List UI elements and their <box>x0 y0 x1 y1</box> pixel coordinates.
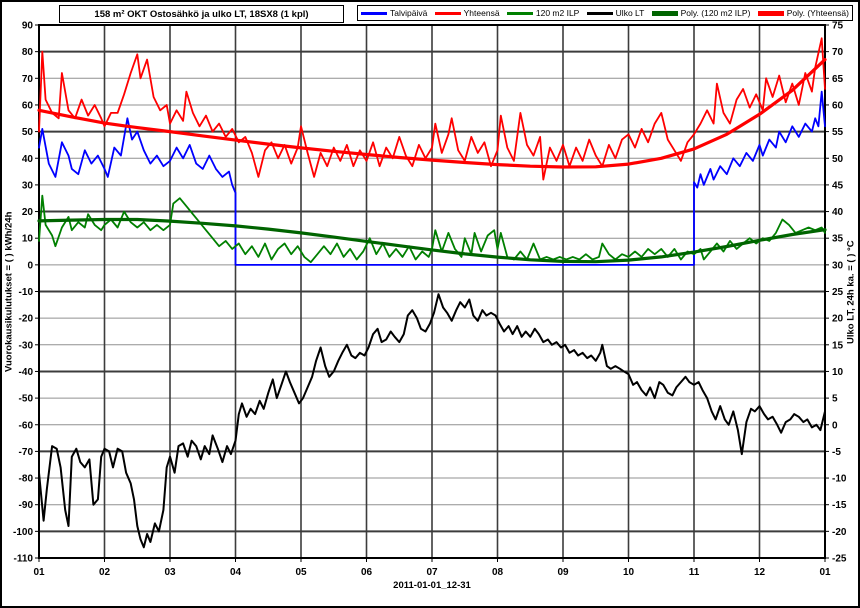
legend-line-swatch <box>586 11 613 15</box>
series-poly-yhteens <box>37 57 827 169</box>
x-tick-label: 09 <box>557 567 569 578</box>
x-tick-label: 06 <box>361 567 373 578</box>
right-tick-label: 60 <box>832 100 844 111</box>
right-tick-label: 20 <box>832 314 844 325</box>
left-tick-label: -80 <box>19 474 34 485</box>
chart-legend: Talvipäivä Yhteensä 120 m2 ILP Ulko LT Poly.… <box>357 5 853 21</box>
x-tick-label: 05 <box>295 567 307 578</box>
x-tick-label: 03 <box>164 567 176 578</box>
left-tick-label: -60 <box>19 420 34 431</box>
x-tick-label: 04 <box>230 567 242 578</box>
left-tick-label: -70 <box>19 447 34 458</box>
right-tick-label: 30 <box>832 260 844 271</box>
left-tick-label: 20 <box>22 207 34 218</box>
right-tick-label: 70 <box>832 47 844 58</box>
x-tick-label: 12 <box>754 567 766 578</box>
legend-item: Talvipäivä <box>361 8 427 18</box>
x-tick-label: 11 <box>689 567 700 578</box>
legend-label: Poly. (Yhteensä) <box>786 8 849 18</box>
legend-item: Ulko LT <box>586 8 645 18</box>
right-tick-label: 40 <box>832 207 844 218</box>
right-tick-label: -20 <box>832 527 847 538</box>
legend-label: Ulko LT <box>615 8 645 18</box>
left-tick-label: -30 <box>19 340 34 351</box>
left-tick-label: 70 <box>22 74 34 85</box>
x-tick-label: 10 <box>623 567 635 578</box>
series-poly-120-m2-ilp <box>37 217 827 264</box>
right-tick-label: 75 <box>832 21 844 32</box>
legend-item: 120 m2 ILP <box>506 8 580 18</box>
left-tick-label: 10 <box>22 234 34 245</box>
left-tick-label: 60 <box>22 100 34 111</box>
x-tick-label: 07 <box>426 567 438 578</box>
x-tick-label: 01 <box>819 567 831 578</box>
right-tick-label: -5 <box>832 447 841 458</box>
left-tick-label: -110 <box>14 554 34 565</box>
left-tick-label: -10 <box>19 287 34 298</box>
right-tick-label: -15 <box>832 500 847 511</box>
right-tick-label: 65 <box>832 74 844 85</box>
left-axis-title: Vuorokausikulutukset = ( ) kWh/24h <box>3 211 15 373</box>
right-tick-label: 25 <box>832 287 844 298</box>
left-tick-label: 0 <box>27 260 33 271</box>
chart-title: 158 m² OKT Ostosähkö ja ulko LT, 18SX8 (… <box>59 5 344 23</box>
right-tick-label: 50 <box>832 154 844 165</box>
legend-label: Poly. (120 m2 ILP) <box>680 8 751 18</box>
legend-line-swatch <box>757 10 784 16</box>
legend-label: 120 m2 ILP <box>535 8 580 18</box>
left-tick-label: -50 <box>19 394 34 405</box>
right-tick-label: 45 <box>832 180 844 191</box>
right-tick-label: 0 <box>832 420 838 431</box>
legend-item: Yhteensä <box>434 8 500 18</box>
left-tick-label: -20 <box>19 314 34 325</box>
series-yhteens <box>38 37 826 181</box>
legend-item: Poly. (120 m2 ILP) <box>651 8 751 18</box>
legend-label: Talvipäivä <box>390 8 428 18</box>
right-tick-label: -25 <box>832 554 847 565</box>
left-tick-label: 50 <box>22 127 34 138</box>
right-tick-label: 10 <box>832 367 844 378</box>
right-tick-label: 15 <box>832 340 844 351</box>
legend-item: Poly. (Yhteensä) <box>757 8 849 18</box>
legend-label: Yhteensä <box>463 8 500 18</box>
x-tick-label: 01 <box>33 567 45 578</box>
left-tick-label: -40 <box>19 367 34 378</box>
right-tick-label: 55 <box>832 127 844 138</box>
legend-line-swatch <box>651 10 678 16</box>
x-tick-label: 02 <box>99 567 111 578</box>
right-axis-title: Ulko LT, 24h ka. = ( ) °C <box>845 240 857 344</box>
x-axis-title: 2011-01-01_12-31 <box>393 580 471 591</box>
left-tick-label: -100 <box>13 527 33 538</box>
left-tick-label: 30 <box>22 180 34 191</box>
x-tick-label: 08 <box>492 567 504 578</box>
left-tick-label: 90 <box>22 21 34 32</box>
series-ulko-lt <box>38 293 826 549</box>
legend-line-swatch <box>361 11 387 15</box>
left-tick-label: 80 <box>22 47 34 58</box>
legend-line-swatch <box>506 11 533 15</box>
series-talvip-iv <box>38 90 826 266</box>
left-tick-label: 40 <box>22 154 34 165</box>
legend-line-swatch <box>434 11 461 15</box>
right-tick-label: 35 <box>832 234 844 245</box>
left-tick-label: -90 <box>19 500 34 511</box>
right-tick-label: 5 <box>832 394 838 405</box>
right-tick-label: -10 <box>832 474 847 485</box>
